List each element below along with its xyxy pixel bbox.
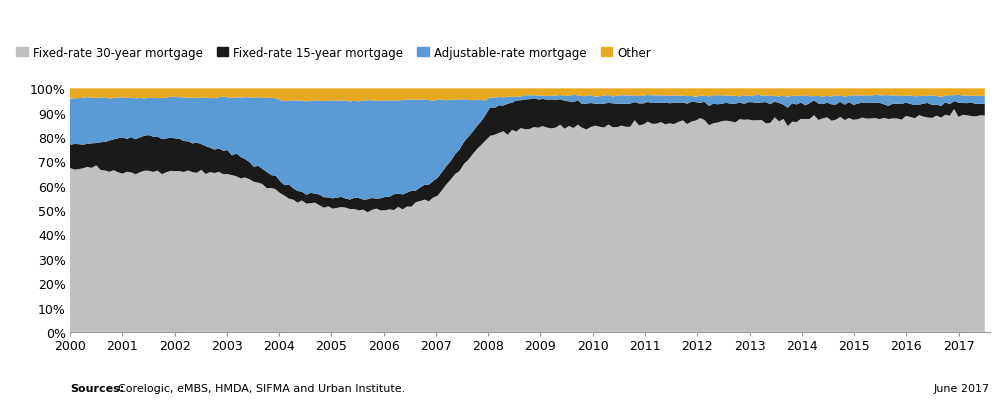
- Text: June 2017: June 2017: [934, 383, 990, 393]
- Text: Sources:: Sources:: [70, 383, 124, 393]
- Text: Corelogic, eMBS, HMDA, SIFMA and Urban Institute.: Corelogic, eMBS, HMDA, SIFMA and Urban I…: [118, 383, 405, 393]
- Legend: Fixed-rate 30-year mortgage, Fixed-rate 15-year mortgage, Adjustable-rate mortga: Fixed-rate 30-year mortgage, Fixed-rate …: [16, 47, 651, 60]
